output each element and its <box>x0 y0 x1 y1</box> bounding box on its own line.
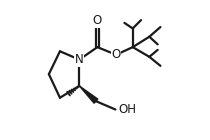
Text: O: O <box>112 48 121 61</box>
Text: OH: OH <box>119 103 137 116</box>
Text: O: O <box>93 14 102 27</box>
Polygon shape <box>79 86 98 103</box>
Text: N: N <box>75 53 84 66</box>
